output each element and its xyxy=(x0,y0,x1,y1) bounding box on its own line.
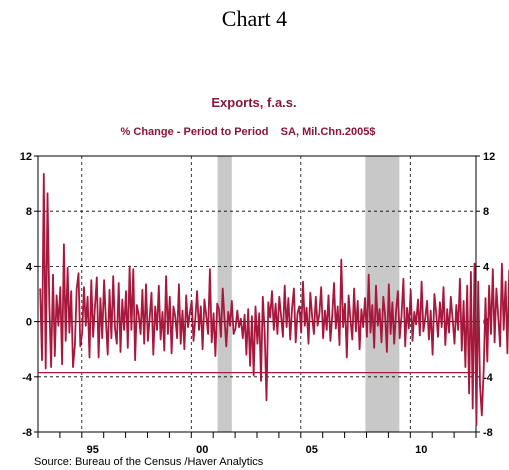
chart-title: Exports, f.a.s. xyxy=(211,95,296,110)
plot-frame xyxy=(37,155,477,433)
y-tick-label-right: -8 xyxy=(483,427,493,439)
recession-bands xyxy=(217,156,400,432)
source-note: Source: Bureau of the Census /Haver Anal… xyxy=(34,456,264,468)
y-tick-label-left: 4 xyxy=(26,261,33,273)
x-tick-label: 10 xyxy=(415,444,427,456)
y-tick-label-right: 8 xyxy=(483,206,489,218)
recession-band-1 xyxy=(365,156,400,432)
chart-subtitle: % Change - Period to Period SA, Mil.Chn.… xyxy=(121,126,376,138)
y-tick-label-right: 4 xyxy=(483,261,490,273)
series-line-0 xyxy=(39,172,509,427)
y-tick-label-right: 12 xyxy=(483,151,495,163)
y-tick-label-left: 12 xyxy=(20,151,32,163)
recession-band-0 xyxy=(217,156,232,432)
y-tick-label-right: -4 xyxy=(483,372,494,384)
x-tick-label: 05 xyxy=(306,444,318,456)
x-tick-label: 95 xyxy=(87,444,99,456)
y-tick-label-left: 8 xyxy=(26,206,32,218)
y-tick-label-left: -8 xyxy=(22,427,32,439)
x-tick-label: 00 xyxy=(196,444,208,456)
y-tick-label-left: -4 xyxy=(22,372,33,384)
y-tick-label-left: 0 xyxy=(26,317,32,329)
page-heading: Chart 4 xyxy=(221,6,288,31)
series-layer xyxy=(38,172,509,427)
